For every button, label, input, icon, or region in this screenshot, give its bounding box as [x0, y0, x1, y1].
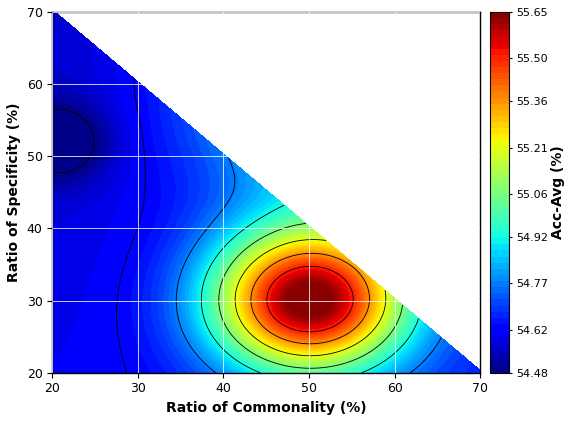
Y-axis label: Acc-Avg (%): Acc-Avg (%) [551, 146, 565, 239]
Y-axis label: Ratio of Specificity (%): Ratio of Specificity (%) [7, 103, 21, 282]
X-axis label: Ratio of Commonality (%): Ratio of Commonality (%) [166, 401, 367, 415]
